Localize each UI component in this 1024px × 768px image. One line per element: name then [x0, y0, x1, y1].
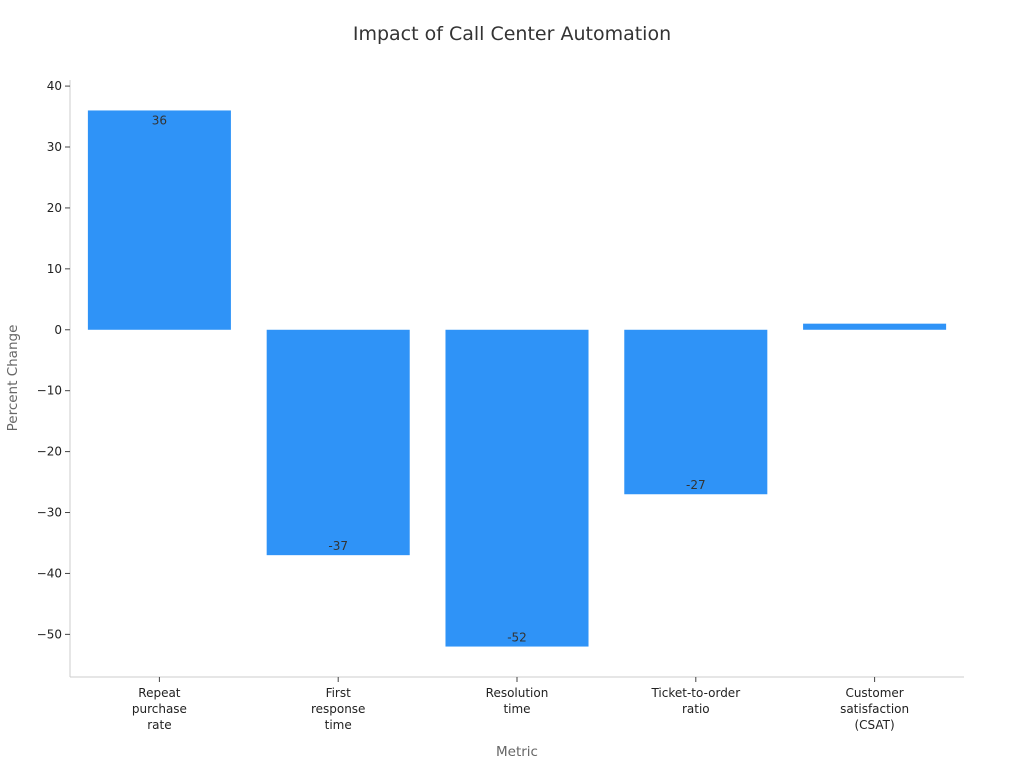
y-tick-label-1: 30 [47, 140, 62, 154]
y-tick-label-4: 0 [54, 323, 62, 337]
y-tick-label-6: −20 [37, 445, 62, 459]
x-tick-label-4: Customer satisfaction (CSAT) [840, 686, 909, 732]
bar-4 [803, 323, 947, 330]
y-tick-label-8: −40 [37, 566, 62, 580]
data-labels-group: 36 -37 -52 -27 [152, 113, 706, 644]
y-tick-label-3: 10 [47, 262, 62, 276]
bars-group [87, 110, 947, 647]
data-label-1: -37 [328, 539, 348, 553]
y-axis-title: Percent Change [5, 325, 21, 432]
y-tick-label-9: −50 [37, 627, 62, 641]
x-tick-label-1: First response time [311, 686, 366, 732]
bar-2 [445, 329, 589, 647]
x-axis-title: Metric [496, 744, 538, 760]
chart-title: Impact of Call Center Automation [353, 23, 671, 45]
y-axis: 40 30 20 10 0 −10 −20 −30 −40 −50 [37, 79, 71, 677]
x-tick-label-2: Resolution time [486, 686, 549, 716]
y-tick-label-2: 20 [47, 201, 62, 215]
y-tick-label-5: −10 [37, 384, 62, 398]
data-label-0: 36 [152, 113, 167, 127]
data-label-2: -52 [507, 631, 527, 645]
x-tick-label-0: Repeat purchase rate [132, 686, 187, 732]
bar-0 [87, 110, 231, 330]
y-tick-label-7: −30 [37, 506, 62, 520]
bar-1 [266, 329, 410, 556]
data-label-3: -27 [686, 478, 706, 492]
x-tick-label-3: Ticket-to-order ratio [650, 686, 740, 716]
y-tick-label-0: 40 [47, 79, 62, 93]
x-axis: Repeat purchase rate First response time Resol… [70, 676, 964, 732]
bar-3 [624, 329, 768, 495]
